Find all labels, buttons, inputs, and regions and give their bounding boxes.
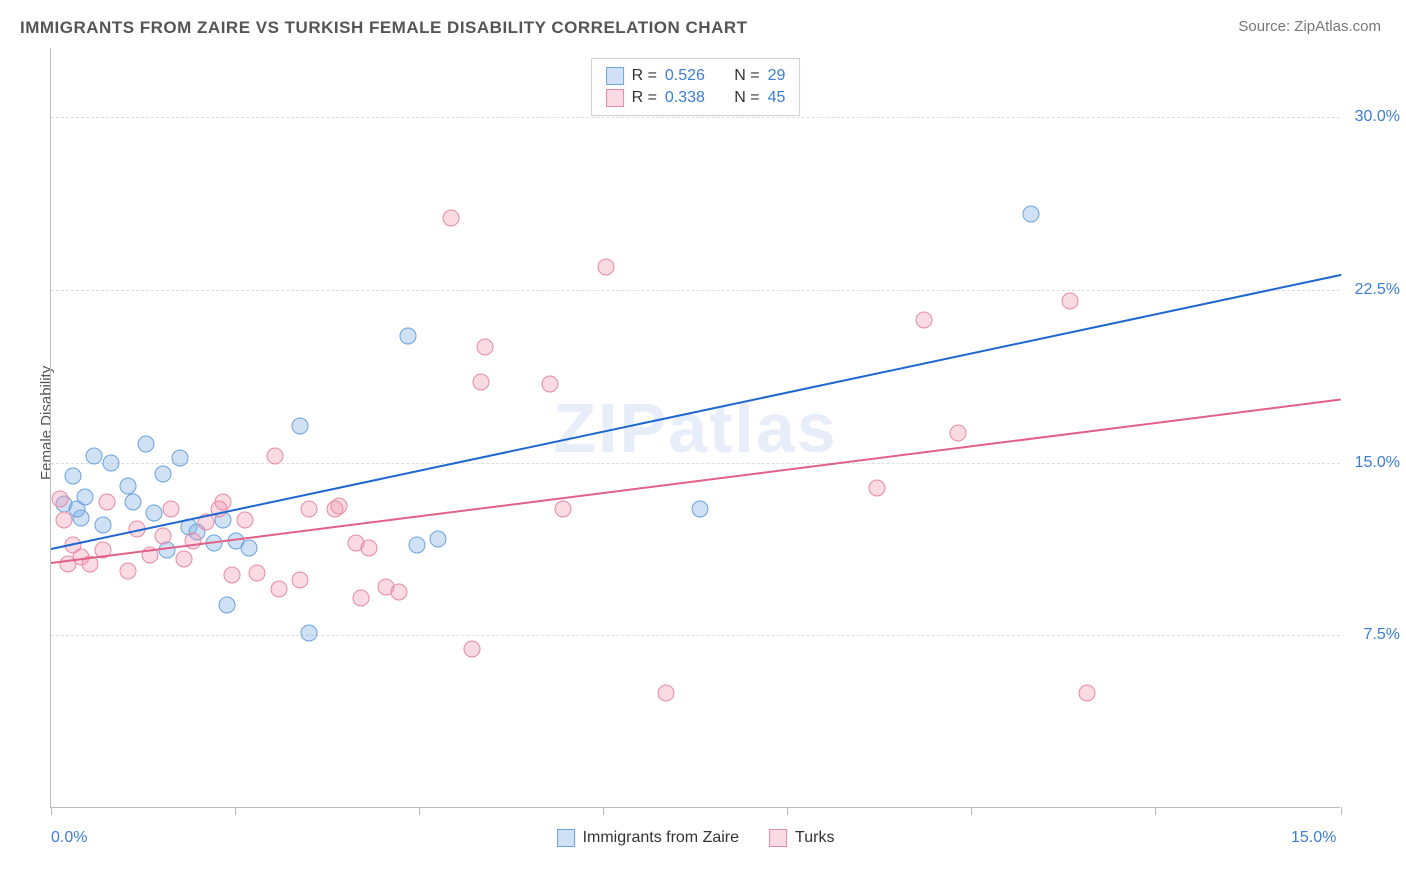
scatter-point bbox=[292, 417, 309, 434]
trend-line bbox=[51, 398, 1341, 563]
scatter-point bbox=[301, 500, 318, 517]
scatter-point bbox=[184, 532, 201, 549]
scatter-point bbox=[146, 505, 163, 522]
scatter-point bbox=[176, 551, 193, 568]
legend-n-value: 29 bbox=[768, 67, 786, 85]
scatter-point bbox=[154, 466, 171, 483]
scatter-point bbox=[266, 447, 283, 464]
x-tick bbox=[235, 807, 236, 815]
scatter-point bbox=[331, 498, 348, 515]
scatter-point bbox=[1079, 684, 1096, 701]
watermark: ZIPatlas bbox=[553, 388, 837, 468]
plot-area: ZIPatlas R = 0.526 N = 29 R = 0.338 N = … bbox=[50, 48, 1340, 808]
scatter-point bbox=[391, 583, 408, 600]
gridline bbox=[51, 290, 1340, 291]
scatter-point bbox=[442, 210, 459, 227]
scatter-point bbox=[464, 641, 481, 658]
scatter-point bbox=[103, 454, 120, 471]
legend-swatch bbox=[606, 89, 624, 107]
gridline bbox=[51, 117, 1340, 118]
chart-title: IMMIGRANTS FROM ZAIRE VS TURKISH FEMALE … bbox=[20, 18, 748, 38]
scatter-point bbox=[86, 447, 103, 464]
legend-series-label: Turks bbox=[795, 829, 834, 847]
scatter-point bbox=[219, 597, 236, 614]
scatter-point bbox=[120, 562, 137, 579]
legend-series: Immigrants from Zaire Turks bbox=[557, 829, 835, 847]
legend-series-item: Turks bbox=[769, 829, 834, 847]
source-attribution: Source: ZipAtlas.com bbox=[1238, 18, 1381, 35]
scatter-point bbox=[868, 479, 885, 496]
scatter-point bbox=[950, 424, 967, 441]
scatter-point bbox=[240, 539, 257, 556]
scatter-point bbox=[154, 528, 171, 545]
legend-series-item: Immigrants from Zaire bbox=[557, 829, 739, 847]
scatter-point bbox=[915, 311, 932, 328]
x-tick bbox=[603, 807, 604, 815]
scatter-point bbox=[249, 565, 266, 582]
scatter-point bbox=[301, 624, 318, 641]
scatter-point bbox=[51, 491, 68, 508]
x-tick bbox=[419, 807, 420, 815]
y-tick-label: 15.0% bbox=[1355, 454, 1400, 472]
y-tick-label: 7.5% bbox=[1364, 626, 1400, 644]
gridline bbox=[51, 635, 1340, 636]
source-label: Source: bbox=[1238, 18, 1290, 35]
scatter-point bbox=[657, 684, 674, 701]
scatter-point bbox=[124, 493, 141, 510]
scatter-point bbox=[597, 258, 614, 275]
y-tick-label: 30.0% bbox=[1355, 108, 1400, 126]
scatter-point bbox=[292, 572, 309, 589]
scatter-point bbox=[137, 436, 154, 453]
scatter-point bbox=[1023, 205, 1040, 222]
legend-swatch bbox=[606, 67, 624, 85]
correlation-chart: IMMIGRANTS FROM ZAIRE VS TURKISH FEMALE … bbox=[0, 0, 1406, 892]
scatter-point bbox=[430, 530, 447, 547]
gridline bbox=[51, 463, 1340, 464]
scatter-point bbox=[172, 449, 189, 466]
y-tick-label: 22.5% bbox=[1355, 281, 1400, 299]
scatter-point bbox=[94, 516, 111, 533]
scatter-point bbox=[541, 376, 558, 393]
scatter-point bbox=[55, 512, 72, 529]
x-tick bbox=[51, 807, 52, 815]
scatter-point bbox=[270, 581, 287, 598]
x-tick bbox=[971, 807, 972, 815]
x-tick bbox=[787, 807, 788, 815]
x-tick bbox=[1341, 807, 1342, 815]
scatter-point bbox=[692, 500, 709, 517]
scatter-point bbox=[399, 327, 416, 344]
scatter-point bbox=[64, 468, 81, 485]
x-tick-label: 15.0% bbox=[1291, 829, 1336, 847]
legend-stats-row: R = 0.338 N = 45 bbox=[606, 87, 786, 109]
legend-n-label: N = bbox=[734, 67, 759, 85]
scatter-point bbox=[120, 477, 137, 494]
scatter-point bbox=[1062, 293, 1079, 310]
scatter-point bbox=[77, 489, 94, 506]
x-tick-label: 0.0% bbox=[51, 829, 87, 847]
source-value: ZipAtlas.com bbox=[1294, 18, 1381, 35]
scatter-point bbox=[408, 537, 425, 554]
scatter-point bbox=[477, 339, 494, 356]
scatter-point bbox=[554, 500, 571, 517]
scatter-point bbox=[352, 590, 369, 607]
scatter-point bbox=[98, 493, 115, 510]
x-tick bbox=[1155, 807, 1156, 815]
scatter-point bbox=[223, 567, 240, 584]
scatter-point bbox=[361, 539, 378, 556]
legend-swatch bbox=[557, 829, 575, 847]
scatter-point bbox=[163, 500, 180, 517]
legend-stats: R = 0.526 N = 29 R = 0.338 N = 45 bbox=[591, 58, 801, 116]
scatter-point bbox=[236, 512, 253, 529]
legend-r-label: R = bbox=[632, 67, 657, 85]
legend-n-value: 45 bbox=[768, 89, 786, 107]
legend-r-value: 0.526 bbox=[665, 67, 705, 85]
legend-n-label: N = bbox=[734, 89, 759, 107]
legend-series-label: Immigrants from Zaire bbox=[583, 829, 739, 847]
legend-r-value: 0.338 bbox=[665, 89, 705, 107]
scatter-point bbox=[473, 373, 490, 390]
legend-r-label: R = bbox=[632, 89, 657, 107]
legend-swatch bbox=[769, 829, 787, 847]
legend-stats-row: R = 0.526 N = 29 bbox=[606, 65, 786, 87]
